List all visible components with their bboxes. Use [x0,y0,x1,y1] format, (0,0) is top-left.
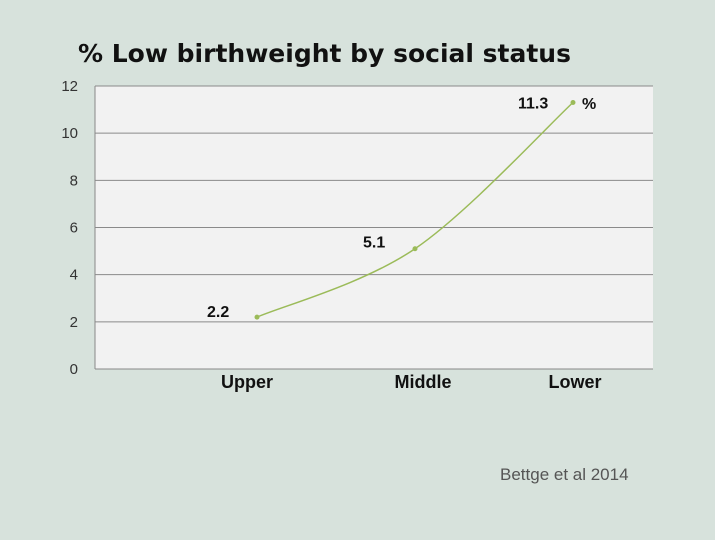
y-tick-label: 8 [70,172,78,189]
unit-label: % [582,96,596,113]
y-tick-label: 6 [70,220,78,237]
y-tick-label: 12 [61,78,78,95]
data-points [254,100,576,320]
x-tick-label: Middle [395,372,452,392]
y-tick-label: 4 [70,267,78,284]
data-point [570,100,576,106]
source-citation: Bettge et al 2014 [500,465,629,484]
y-tick-label: 0 [70,361,78,378]
data-labels: 2.2 5.1 11.3 [207,96,548,322]
data-label: 5.1 [363,235,385,252]
data-label: 11.3 [518,96,548,113]
gridlines [94,85,653,370]
y-tick-label: 2 [70,314,78,331]
y-axis-ticks: 0 2 4 6 8 10 12 [61,78,78,378]
chart-title: % Low birthweight by social status [78,39,571,68]
x-axis-ticks: Upper Middle Lower [221,372,602,392]
data-point [254,314,260,320]
data-point [412,246,418,252]
data-label: 2.2 [207,304,229,321]
x-tick-label: Lower [548,372,601,392]
y-tick-label: 10 [61,125,78,142]
x-tick-label: Upper [221,372,273,392]
